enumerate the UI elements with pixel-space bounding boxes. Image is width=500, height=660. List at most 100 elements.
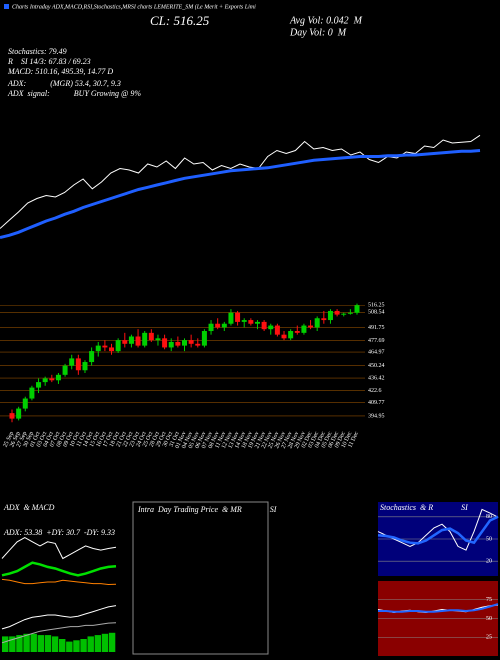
histogram-bar xyxy=(2,636,9,652)
histogram-bar xyxy=(94,635,102,652)
histogram-bar xyxy=(87,636,94,652)
panel-title: Intra Day Trading Price & MR SI xyxy=(137,505,277,514)
series-line xyxy=(377,508,499,551)
candle-body xyxy=(281,334,287,339)
candle-body xyxy=(228,312,234,324)
candle-body xyxy=(95,345,101,352)
candle-body xyxy=(341,313,347,315)
macd-label: MACD: 510.16, 495.39, 14.77 D xyxy=(7,67,113,76)
histogram-bar xyxy=(80,639,87,652)
histogram-bar xyxy=(37,635,45,652)
panel-title: ADX & MACD xyxy=(3,503,55,512)
candle-body xyxy=(261,321,267,330)
y-tick-label: 516.25 xyxy=(368,303,385,309)
series-line xyxy=(1,578,117,586)
candle-body xyxy=(274,325,280,335)
histogram-bar xyxy=(9,636,16,652)
candle-body xyxy=(208,323,214,332)
histogram-bar xyxy=(66,641,73,652)
candle-body xyxy=(195,343,201,346)
candle-body xyxy=(29,387,35,399)
series-line xyxy=(1,605,117,630)
candle-body xyxy=(89,351,95,363)
histogram-bar xyxy=(73,640,80,652)
y-tick-label: 409.77 xyxy=(368,400,385,406)
candle-body xyxy=(42,378,48,383)
y-tick-label: 450.24 xyxy=(368,363,385,369)
candle-body xyxy=(36,382,42,388)
candle-body xyxy=(294,331,300,333)
y-tick-label: 80 xyxy=(486,514,492,520)
candle-body xyxy=(254,321,260,324)
candle-body xyxy=(327,310,333,321)
candle-body xyxy=(162,338,168,348)
histogram-bar xyxy=(51,636,59,652)
candle-body xyxy=(128,336,134,344)
y-tick-label: 20 xyxy=(486,559,492,565)
y-tick-label: 464.97 xyxy=(368,349,385,355)
y-tick-label: 477.69 xyxy=(368,338,385,344)
legend-swatch xyxy=(4,4,9,9)
panel-title: Stochastics & R SI xyxy=(380,503,468,512)
candle-body xyxy=(268,325,274,330)
candle-body xyxy=(148,332,154,341)
candle-body xyxy=(142,332,148,346)
candle-body xyxy=(155,338,161,341)
candle-body xyxy=(69,358,75,366)
histogram-bar xyxy=(101,633,109,652)
rsi-label: R SI 14/3: 67.83 / 69.23 xyxy=(7,57,91,66)
candle-body xyxy=(49,378,55,381)
candle-body xyxy=(314,318,320,328)
candle-body xyxy=(301,325,307,333)
series-line xyxy=(1,561,117,577)
candle-body xyxy=(182,340,187,346)
y-tick-label: 75 xyxy=(486,597,492,603)
series-line xyxy=(378,603,499,613)
candle-body xyxy=(175,341,181,346)
day-vol: Day Vol: 0 M xyxy=(289,27,347,38)
series-line xyxy=(1,622,117,644)
candle-body xyxy=(215,323,221,328)
adx-signal: ADX signal: BUY Growing @ 9% xyxy=(7,89,141,98)
y-tick-label: 436.42 xyxy=(368,375,385,381)
avg-vol: Avg Vol: 0.042 M xyxy=(289,15,363,26)
candle-body xyxy=(22,398,28,409)
intraday-panel xyxy=(132,501,269,655)
y-tick-label: 50 xyxy=(486,616,492,622)
candle-body xyxy=(55,374,61,381)
candle-body xyxy=(9,413,15,419)
candle-body xyxy=(241,320,247,322)
candle-body xyxy=(288,331,294,339)
candle-body xyxy=(62,365,68,375)
candle-body xyxy=(16,408,22,419)
histogram-bar xyxy=(23,633,30,652)
panel-label: ADX: 53.38 +DY: 30.7 -DY: 9.33 xyxy=(3,528,115,537)
candle-body xyxy=(235,312,241,322)
series-line xyxy=(377,515,499,545)
stochastics-label: Stochastics: 79.49 xyxy=(8,47,67,56)
y-tick-label: 508.54 xyxy=(368,310,385,316)
candle-body xyxy=(109,347,115,352)
candle-body xyxy=(334,310,340,315)
top-line: Charts Intraday ADX,MACD,RSI,Stochastics… xyxy=(12,3,256,10)
series-line xyxy=(0,149,481,239)
candle-body xyxy=(321,318,327,321)
y-tick-label: 50 xyxy=(486,536,492,542)
candle-body xyxy=(201,331,207,346)
adx-label: ADX: (MGR) 53.4, 30.7, 9.3 xyxy=(7,79,121,88)
candle-body xyxy=(221,323,227,328)
histogram-bar xyxy=(44,635,52,652)
histogram-bar xyxy=(108,632,116,652)
close-label: CL: 516.25 xyxy=(150,13,210,28)
candle-body xyxy=(354,305,360,313)
y-tick-label: 422.6 xyxy=(368,388,382,394)
candle-body xyxy=(115,340,121,352)
candle-body xyxy=(347,312,353,314)
y-tick-label: 25 xyxy=(486,635,492,641)
candle-body xyxy=(188,340,194,344)
candle-body xyxy=(82,362,88,371)
histogram-bar xyxy=(30,633,37,652)
histogram-bar xyxy=(16,635,23,652)
